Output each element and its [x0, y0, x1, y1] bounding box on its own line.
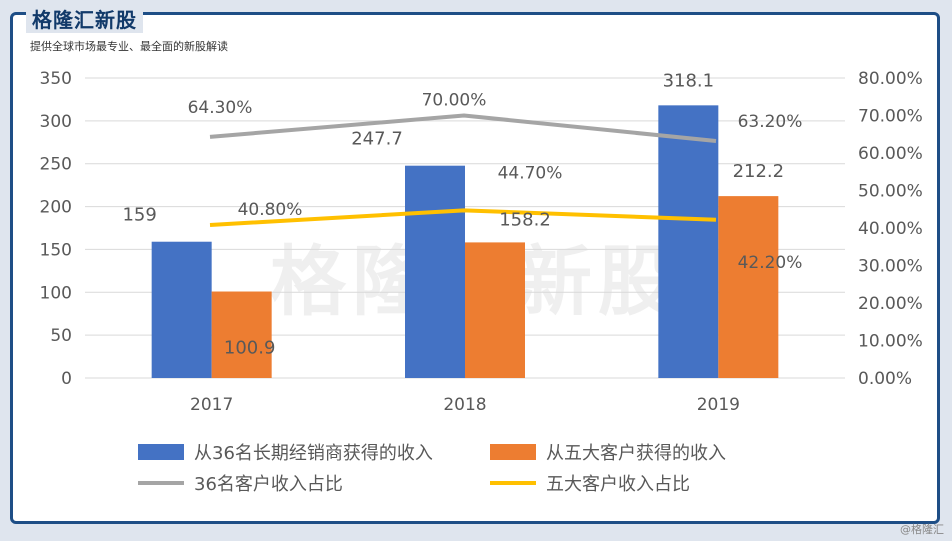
brand-tagline: 提供全球市场最专业、最全面的新股解读 — [30, 40, 228, 53]
data-labels: 159 247.7 318.1 100.9 158.2 212.2 64.30% 70.00%… — [122, 70, 802, 358]
line-value-label: 40.80% — [238, 200, 303, 220]
bar-value-label: 318.1 — [663, 70, 715, 91]
bar-value-label: 100.9 — [224, 338, 276, 359]
x-tick-label: 2017 — [190, 395, 233, 415]
bar — [405, 165, 465, 378]
bar-value-label: 158.2 — [499, 209, 551, 230]
bar — [718, 196, 779, 378]
y2-tick-label: 10.00% — [858, 332, 923, 352]
bars — [151, 105, 779, 378]
series-line — [209, 208, 717, 227]
x-axis: 2017 2018 2019 — [190, 395, 740, 415]
y2-tick-label: 80.00% — [858, 69, 923, 89]
y-tick-label: 100 — [40, 283, 72, 303]
legend-label: 从36名长期经销商获得的收入 — [194, 443, 433, 464]
legend-swatch — [138, 444, 184, 460]
bar-value-label: 159 — [122, 205, 156, 226]
bar — [658, 105, 719, 378]
left-axis: 0 50 100 150 200 250 300 350 — [40, 69, 72, 389]
bar — [211, 291, 272, 378]
y2-tick-label: 30.00% — [858, 257, 923, 277]
series-line — [209, 113, 717, 143]
y-tick-label: 350 — [40, 69, 72, 89]
y2-tick-label: 50.00% — [858, 182, 923, 202]
right-axis: 0.00% 10.00% 20.00% 30.00% 40.00% 50.00% 60.00… — [858, 69, 923, 389]
legend-swatch — [490, 444, 536, 460]
line-value-label: 70.00% — [422, 91, 487, 111]
y2-tick-label: 20.00% — [858, 294, 923, 314]
line-value-label: 64.30% — [188, 98, 253, 118]
brand-title: 格隆汇新股 — [26, 4, 143, 33]
y-tick-label: 0 — [61, 369, 72, 389]
bar-value-label: 247.7 — [351, 129, 403, 150]
y-tick-label: 50 — [50, 326, 72, 346]
y-tick-label: 250 — [40, 155, 72, 175]
y2-tick-label: 60.00% — [858, 144, 923, 164]
y-tick-label: 300 — [40, 112, 72, 132]
legend-label: 五大客户收入占比 — [546, 474, 690, 495]
line-value-label: 44.70% — [498, 163, 563, 183]
bar — [465, 242, 525, 378]
legend-label: 从五大客户获得的收入 — [546, 443, 726, 464]
bar-value-label: 212.2 — [733, 161, 785, 182]
lines — [209, 113, 717, 227]
corner-mark: @格隆汇 — [900, 523, 944, 536]
x-tick-label: 2018 — [443, 395, 486, 415]
line-value-label: 63.20% — [738, 112, 803, 132]
bar — [151, 241, 212, 378]
legend: 从36名长期经销商获得的收入 从五大客户获得的收入 36名客户收入占比 五大客户收入占… — [138, 443, 726, 495]
y2-tick-label: 40.00% — [858, 219, 923, 239]
y2-tick-label: 0.00% — [858, 369, 912, 389]
line-value-label: 42.20% — [738, 253, 803, 273]
y2-tick-label: 70.00% — [858, 107, 923, 127]
y-tick-label: 200 — [40, 198, 72, 218]
legend-label: 36名客户收入占比 — [194, 474, 343, 495]
x-tick-label: 2019 — [697, 395, 740, 415]
y-tick-label: 150 — [40, 240, 72, 260]
